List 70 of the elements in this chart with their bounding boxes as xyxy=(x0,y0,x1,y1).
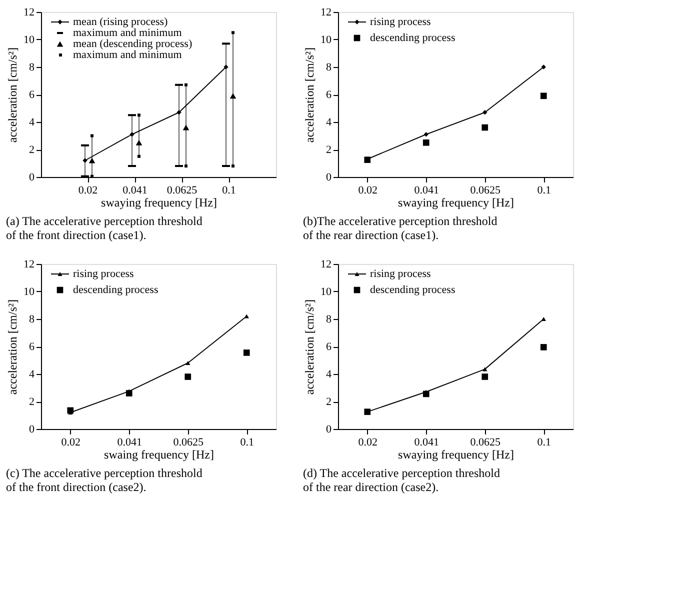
legend-label: descending process xyxy=(370,284,456,296)
x-axis-title: swaying frequency [Hz] xyxy=(101,196,217,210)
x-tick-label: 0.0625 xyxy=(470,184,501,196)
text: (d) The accelerative perception threshold xyxy=(303,466,500,480)
x-tick-label: 0.041 xyxy=(117,436,142,448)
y-tick-label: 4 xyxy=(29,116,35,128)
y-tick-label: 8 xyxy=(29,62,35,74)
y-tick-label: 10 xyxy=(24,34,35,46)
text: of the rear direction (case2). xyxy=(303,480,439,494)
y-tick-label: 0 xyxy=(326,172,332,184)
text: of the front direction (case1). xyxy=(6,228,146,242)
text: of the rear direction (case1). xyxy=(303,228,439,242)
y-tick-label: 8 xyxy=(29,314,35,326)
y-tick-label: 8 xyxy=(326,314,332,326)
legend-label: rising process xyxy=(370,16,431,28)
y-axis-title: acceleration [cm/s²] xyxy=(6,299,20,395)
legend-label: rising process xyxy=(73,268,134,280)
x-tick-label: 0.1 xyxy=(240,436,254,448)
y-tick-label: 4 xyxy=(326,368,332,380)
y-tick-label: 0 xyxy=(326,424,332,436)
x-tick-label: 0.02 xyxy=(358,436,378,448)
y-axis-title: acceleration [cm/s²] xyxy=(6,47,20,143)
x-tick-label: 0.02 xyxy=(358,184,378,196)
y-tick-label: 10 xyxy=(320,34,332,46)
annotation: maximum and minimum xyxy=(73,27,182,39)
annotation: maximum and minimum xyxy=(73,49,182,61)
y-tick-label: 6 xyxy=(326,89,332,101)
y-tick-label: 2 xyxy=(29,396,34,408)
y-tick-label: 2 xyxy=(326,396,332,408)
y-tick-label: 12 xyxy=(24,6,34,18)
legend-label: rising process xyxy=(370,268,431,280)
y-tick-label: 4 xyxy=(29,368,35,380)
x-tick-label: 0.0625 xyxy=(470,436,501,448)
x-tick-label: 0.1 xyxy=(537,184,551,196)
y-tick-label: 12 xyxy=(320,6,332,18)
x-tick-label: 0.041 xyxy=(414,436,439,448)
y-tick-label: 0 xyxy=(29,172,35,184)
x-tick-label: 0.0625 xyxy=(166,184,198,196)
y-tick-label: 12 xyxy=(320,258,332,270)
x-axis-title: swaying frequency [Hz] xyxy=(398,196,514,210)
y-tick-label: 6 xyxy=(326,341,332,353)
text: of the front direction (case2). xyxy=(6,480,146,494)
y-tick-label: 4 xyxy=(326,116,332,128)
text: (a) The accelerative perception threshold xyxy=(6,214,202,228)
y-tick-label: 12 xyxy=(24,258,34,270)
y-tick-label: 6 xyxy=(29,341,35,353)
legend-label: descending process xyxy=(370,32,456,44)
y-tick-label: 0 xyxy=(29,424,35,436)
x-tick-label: 0.1 xyxy=(222,184,236,196)
x-tick-label: 0.041 xyxy=(122,184,148,196)
y-tick-label: 8 xyxy=(326,62,332,74)
y-axis-title: acceleration [cm/s²] xyxy=(302,299,316,395)
x-tick-label: 0.1 xyxy=(537,436,551,448)
text: (c) The accelerative perception threshold xyxy=(6,466,202,480)
x-tick-label: 0.02 xyxy=(78,184,98,196)
x-tick-label: 0.041 xyxy=(414,184,439,196)
x-axis-title: swaying frequency [Hz] xyxy=(398,448,514,462)
legend-label: mean (rising process) xyxy=(73,16,168,28)
legend-label: descending process xyxy=(73,284,158,296)
y-tick-label: 10 xyxy=(24,286,35,298)
y-tick-label: 2 xyxy=(326,144,332,156)
legend-label: mean (descending process) xyxy=(73,38,192,50)
y-tick-label: 10 xyxy=(320,286,332,298)
y-tick-label: 6 xyxy=(29,89,35,101)
y-tick-label: 2 xyxy=(29,144,34,156)
x-tick-label: 0.02 xyxy=(61,436,80,448)
text: (b)The accelerative perception threshold xyxy=(303,214,498,228)
y-axis-title: acceleration [cm/s²] xyxy=(302,47,316,143)
x-axis-title: swaing frequency [Hz] xyxy=(104,448,214,462)
x-tick-label: 0.0625 xyxy=(173,436,204,448)
